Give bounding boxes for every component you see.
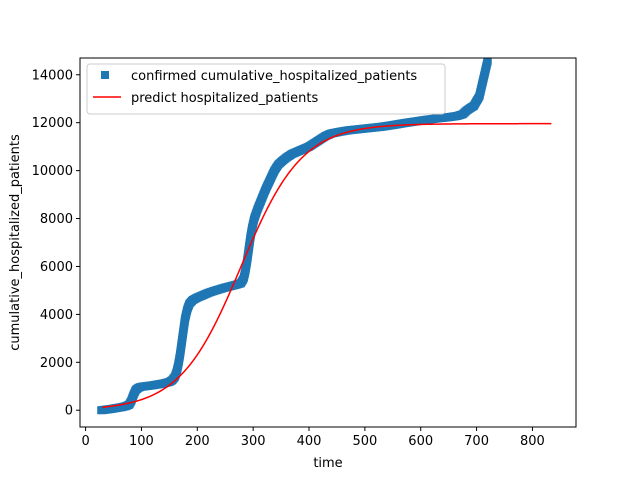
legend-label-confirmed: confirmed cumulative_hospitalized_patien… [131, 69, 417, 84]
x-tick-label: 500 [352, 434, 377, 449]
x-tick-label: 0 [81, 434, 89, 449]
x-tick-label: 700 [464, 434, 489, 449]
axes-layer: 0 100 200 300 400 500 600 700 800020004000600080… [32, 68, 545, 449]
y-tick-label: 6000 [40, 260, 73, 275]
scatter-point [483, 58, 492, 65]
x-tick-label: 400 [297, 434, 322, 449]
data-layer [97, 58, 552, 415]
y-tick-label: 2000 [40, 356, 73, 371]
x-tick-label: 800 [520, 434, 545, 449]
y-tick-label: 8000 [40, 212, 73, 227]
y-tick-label: 4000 [40, 308, 73, 323]
x-axis-label: time [313, 456, 342, 471]
plot-frame [79, 57, 577, 428]
x-tick-label: 300 [241, 434, 266, 449]
x-tick-label: 600 [408, 434, 433, 449]
y-tick-label: 0 [65, 404, 73, 419]
x-tick-label: 200 [185, 434, 210, 449]
y-tick-label: 10000 [32, 164, 73, 179]
legend-marker-confirmed [101, 71, 109, 79]
predict-line [102, 122, 552, 408]
plot-area [80, 58, 576, 427]
legend: confirmed cumulative_hospitalized_patien… [86, 63, 446, 115]
y-tick-label: 14000 [32, 68, 73, 83]
y-tick-label: 12000 [32, 116, 73, 131]
legend-box [86, 63, 446, 115]
x-tick-label: 100 [129, 434, 154, 449]
y-axis-label: cumulative_hospitalized_patients [8, 134, 23, 351]
legend-label-predict: predict hospitalized_patients [131, 91, 319, 106]
